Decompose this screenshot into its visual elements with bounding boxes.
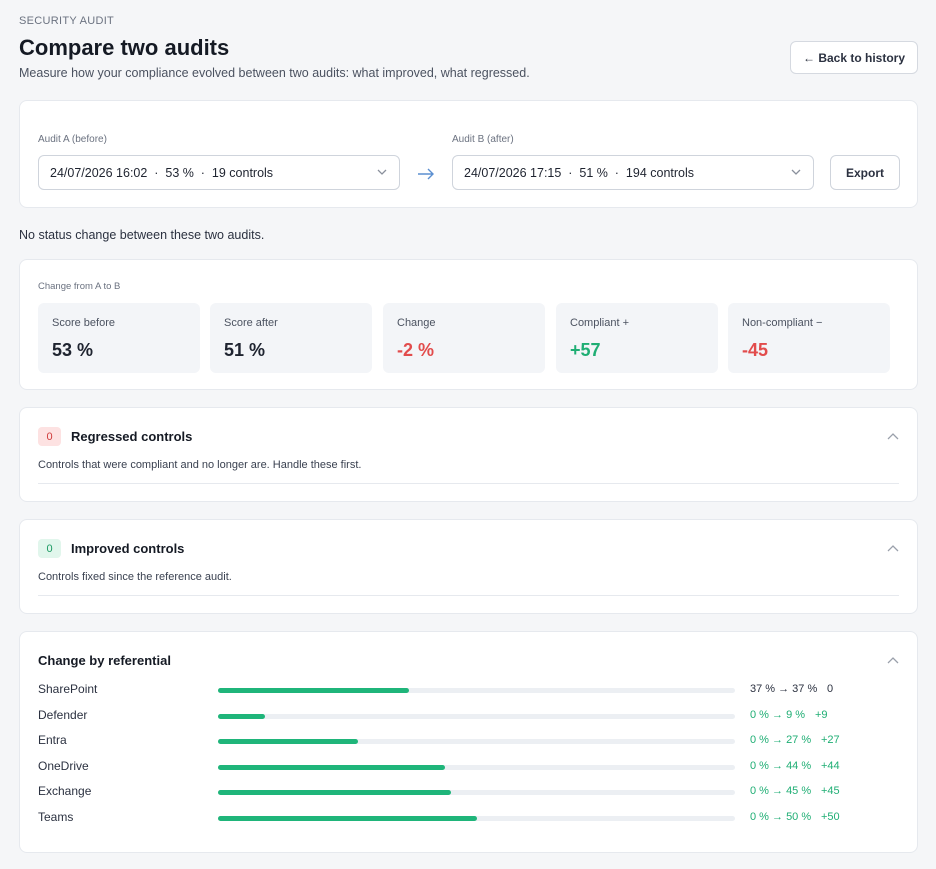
referential-name: OneDrive: [38, 758, 89, 773]
stat-value: 53 %: [52, 340, 94, 360]
referential-progress-fill: [218, 713, 265, 719]
referential-name: Entra: [38, 733, 67, 748]
stat-label: Change: [397, 317, 436, 329]
referential-range: 0 % → 9 %: [750, 708, 806, 721]
referential-range: 0 % → 44 %: [750, 759, 812, 772]
chevron-up-icon[interactable]: [886, 542, 900, 554]
referential-progress-fill: [218, 816, 477, 821]
improved-controls-section: 0 Improved controls Controls fixed since…: [19, 519, 918, 614]
referential-row: Exchange 0 % → 45 % +45: [38, 782, 898, 802]
improved-controls-description: Controls fixed since the reference audit…: [38, 571, 232, 583]
referential-delta: +44: [821, 759, 840, 772]
referential-delta: +45: [821, 785, 840, 798]
stat-value: 51 %: [224, 340, 266, 360]
referential-progress-track: [218, 764, 735, 770]
back-to-history-button[interactable]: ← Back to history: [790, 41, 918, 74]
stat-compliant-plus: Compliant + +57: [556, 303, 718, 373]
improved-controls-title: Improved controls: [71, 541, 185, 556]
referential-name: SharePoint: [38, 682, 98, 696]
referential-name: Teams: [38, 810, 74, 824]
stat-score-after: Score after 51 %: [210, 303, 372, 373]
referential-row: Teams 0 % → 50 % +50: [38, 808, 898, 828]
referential-row: Defender 0 % → 9 % +9: [38, 706, 898, 726]
change-summary-label: Change from A to B: [38, 281, 121, 292]
audit-b-label: Audit B (after): [452, 134, 514, 145]
stat-change: Change -2 %: [383, 303, 545, 373]
referential-progress-fill: [218, 739, 358, 745]
referential-progress-track: [218, 790, 735, 796]
audit-a-label: Audit A (before): [38, 134, 107, 145]
referential-delta: +9: [815, 708, 828, 721]
stat-label: Compliant +: [570, 317, 630, 329]
audit-selector-card: Audit A (before) 24/07/2026 16:02 · 53 %…: [19, 100, 918, 208]
change-summary-card: Change from A to B Score before 53 % Sco…: [19, 259, 918, 390]
chevron-down-icon: [377, 169, 387, 175]
referential-progress-track: [218, 739, 735, 745]
audit-a-select[interactable]: 24/07/2026 16:02 · 53 % · 19 controls: [38, 155, 400, 190]
referential-change-card: Change by referential SharePoint 37 % → 3…: [19, 631, 918, 853]
referential-change-title: Change by referential: [38, 653, 171, 668]
stat-value: -45: [742, 340, 769, 360]
referential-delta: 0: [827, 683, 834, 695]
referential-range: 0 % → 50 %: [750, 811, 812, 823]
audit-b-value: 24/07/2026 17:15 · 51 % · 194 controls: [464, 165, 695, 180]
referential-progress-track: [218, 816, 735, 821]
referential-progress-fill: [218, 688, 409, 693]
page-eyebrow: SECURITY AUDIT: [19, 15, 115, 27]
referential-range: 37 % → 37 %: [750, 683, 818, 695]
arrow-right-icon: [418, 168, 434, 180]
stat-value: +57: [570, 340, 601, 360]
stat-score-before: Score before 53 %: [38, 303, 200, 373]
regressed-controls-description: Controls that were compliant and no long…: [38, 459, 362, 471]
referential-delta: +27: [821, 734, 840, 747]
referential-range: 0 % → 27 %: [750, 734, 812, 747]
audit-b-select[interactable]: 24/07/2026 17:15 · 51 % · 194 controls: [452, 155, 814, 190]
chevron-up-icon[interactable]: [886, 654, 900, 666]
audit-a-value: 24/07/2026 16:02 · 53 % · 19 controls: [50, 165, 274, 180]
chevron-up-icon[interactable]: [886, 430, 900, 442]
chevron-down-icon: [791, 169, 801, 175]
improved-count-badge: 0: [38, 539, 61, 558]
divider: [38, 483, 899, 484]
export-button[interactable]: Export: [830, 155, 900, 190]
referential-progress-fill: [218, 764, 445, 770]
divider: [38, 595, 899, 596]
stat-label: Non-compliant −: [742, 317, 823, 329]
referential-name: Exchange: [38, 784, 92, 799]
referential-row: OneDrive 0 % → 44 % +44: [38, 757, 898, 777]
stat-value: -2 %: [397, 340, 435, 360]
regressed-controls-section: 0 Regressed controls Controls that were …: [19, 407, 918, 502]
referential-range: 0 % → 45 %: [750, 785, 812, 798]
referential-row: Entra 0 % → 27 % +27: [38, 731, 898, 751]
regressed-controls-title: Regressed controls: [71, 429, 193, 444]
page-title: Compare two audits: [19, 35, 230, 60]
status-message: No status change between these two audit…: [19, 228, 265, 242]
stat-label: Score before: [52, 317, 115, 329]
referential-progress-track: [218, 688, 735, 693]
referential-progress-track: [218, 713, 735, 719]
referential-name: Defender: [38, 707, 88, 722]
stat-label: Score after: [224, 317, 278, 329]
referential-progress-fill: [218, 790, 451, 796]
referential-delta: +50: [821, 811, 840, 823]
referential-row: SharePoint 37 % → 37 % 0: [38, 680, 898, 700]
regressed-count-badge: 0: [38, 427, 61, 446]
page-subtitle: Measure how your compliance evolved betw…: [19, 66, 530, 80]
stat-non-compliant-minus: Non-compliant − -45: [728, 303, 890, 373]
